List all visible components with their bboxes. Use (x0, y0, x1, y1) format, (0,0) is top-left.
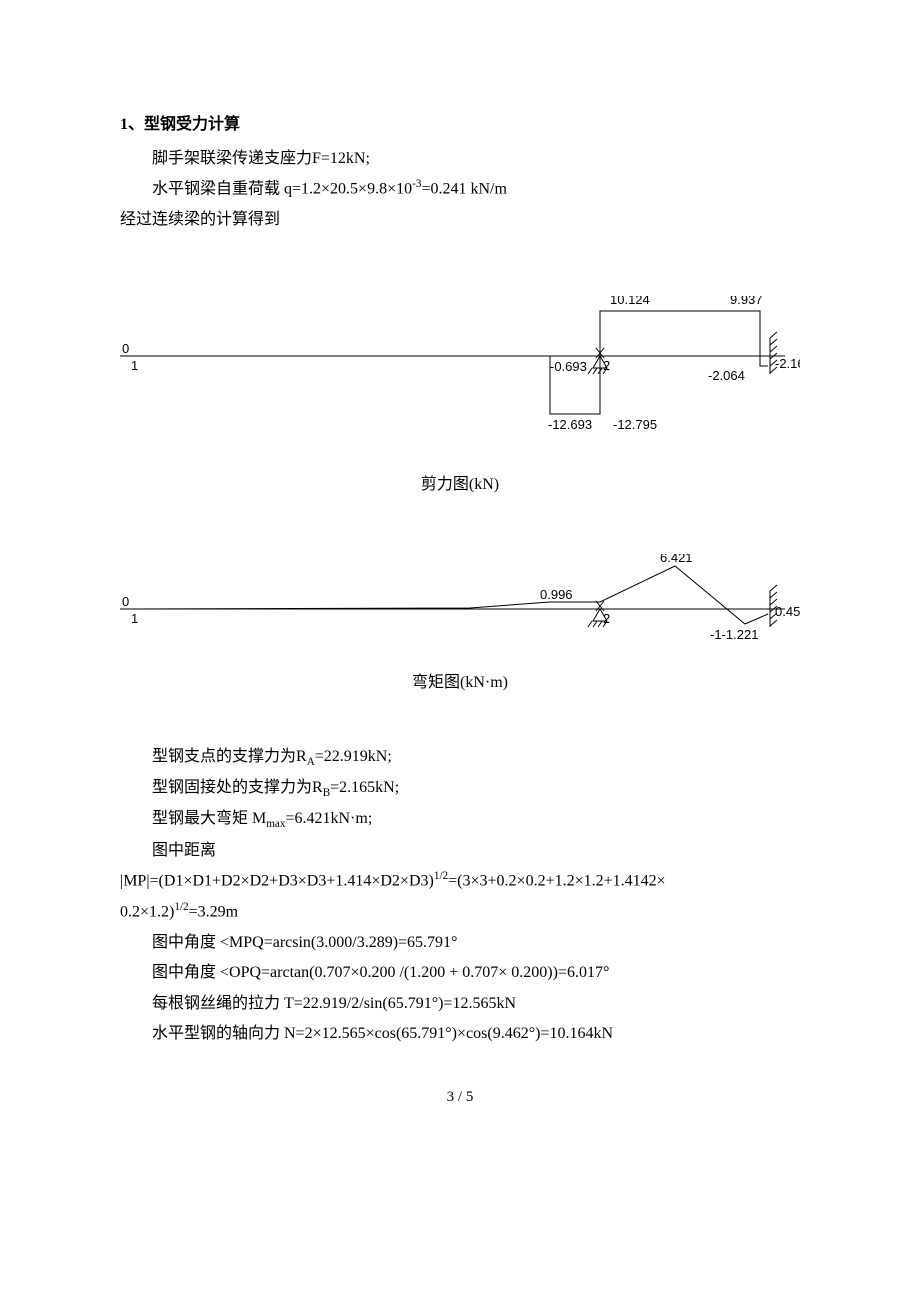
shear-diagram-caption: 剪力图(kN) (120, 470, 800, 494)
svg-text:-12.795: -12.795 (613, 417, 657, 432)
text-fragment: =(3×3+0.2×0.2+1.2×1.2+1.4142× (448, 873, 666, 890)
shear-diagram-figure: 01 2 10.124 9.937 -0.693 -12.693 -12.795 -2.064… (120, 296, 800, 456)
text-line: 图中角度 <MPQ=arcsin(3.000/3.289)=65.791° (120, 928, 800, 958)
shear-diagram-svg: 01 2 10.124 9.937 -0.693 -12.693 -12.795 -2.064… (120, 296, 800, 456)
text-fragment: =0.241 kN/m (421, 181, 506, 198)
svg-text:-12.693: -12.693 (548, 417, 592, 432)
subscript: max (266, 819, 285, 831)
text-fragment: 型钢最大弯矩 M (152, 810, 266, 827)
text-fragment: 型钢固接处的支撑力为R (152, 779, 323, 796)
svg-text:-2.064: -2.064 (708, 368, 745, 383)
text-fragment: 型钢支点的支撑力为R (152, 748, 307, 765)
text-line: 经过连续梁的计算得到 (120, 205, 800, 235)
svg-text:6.421: 6.421 (660, 554, 693, 565)
text-line: 图中距离 (120, 836, 800, 866)
text-fragment: =3.29m (189, 903, 238, 920)
text-line: 型钢支点的支撑力为RA=22.919kN; (120, 742, 800, 773)
subscript: A (307, 756, 315, 768)
svg-text:-2.165: -2.165 (775, 356, 800, 371)
svg-text:1: 1 (131, 611, 138, 626)
text-line: 0.2×1.2)1/2=3.29m (120, 897, 800, 928)
moment-diagram-svg: 01 2 0.996 6.421 -1-1.221 0.457 (120, 554, 800, 654)
moment-diagram-caption: 弯矩图(kN·m) (120, 668, 800, 692)
text-fragment: =2.165kN; (330, 779, 399, 796)
text-fragment: |MP|=(D1×D1+D2×D2+D3×D3+1.414×D2×D3) (120, 873, 434, 890)
superscript: 1/2 (434, 870, 448, 882)
superscript: 1/2 (174, 901, 188, 913)
section-heading: 1、型钢受力计算 (120, 110, 800, 134)
text-line: 水平钢梁自重荷载 q=1.2×20.5×9.8×10-3=0.241 kN/m (120, 174, 800, 205)
svg-text:1: 1 (131, 358, 138, 373)
svg-text:2: 2 (603, 358, 610, 373)
text-line: 每根钢丝绳的拉力 T=22.919/2/sin(65.791°)=12.565k… (120, 989, 800, 1019)
text-line: 型钢最大弯矩 Mmax=6.421kN·m; (120, 804, 800, 835)
text-fragment: =6.421kN·m; (286, 810, 373, 827)
text-fragment: 水平钢梁自重荷载 q=1.2×20.5×9.8×10 (152, 181, 412, 198)
svg-text:-0.693: -0.693 (550, 359, 587, 374)
svg-text:0.457: 0.457 (775, 604, 800, 619)
svg-text:10.124: 10.124 (610, 296, 650, 307)
svg-text:2: 2 (603, 611, 610, 626)
text-line: 脚手架联梁传递支座力F=12kN; (120, 144, 800, 174)
svg-text:0: 0 (122, 341, 129, 356)
text-line: |MP|=(D1×D1+D2×D2+D3×D3+1.414×D2×D3)1/2=… (120, 866, 800, 897)
svg-text:0: 0 (122, 594, 129, 609)
text-line: 型钢固接处的支撑力为RB=2.165kN; (120, 773, 800, 804)
text-fragment: 0.2×1.2) (120, 903, 174, 920)
text-line: 水平型钢的轴向力 N=2×12.565×cos(65.791°)×cos(9.4… (120, 1019, 800, 1049)
page-number: 3 / 5 (120, 1089, 800, 1106)
svg-text:-1-1.221: -1-1.221 (710, 627, 758, 642)
svg-text:0.996: 0.996 (540, 587, 573, 602)
svg-text:9.937: 9.937 (730, 296, 763, 307)
moment-diagram-figure: 01 2 0.996 6.421 -1-1.221 0.457 (120, 554, 800, 654)
text-line: 图中角度 <OPQ=arctan(0.707×0.200 /(1.200 + 0… (120, 958, 800, 988)
text-fragment: =22.919kN; (315, 748, 392, 765)
